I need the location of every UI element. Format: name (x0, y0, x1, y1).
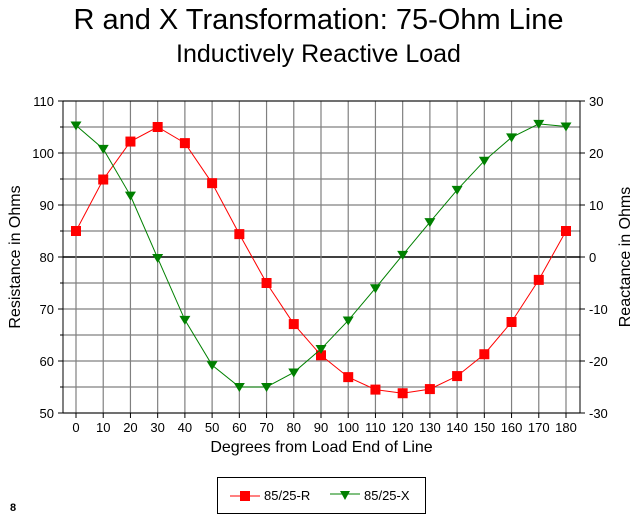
y-tick-label: 80 (40, 250, 54, 265)
data-point-square (179, 138, 190, 149)
data-point-triangle (560, 122, 572, 132)
data-point-square (533, 274, 544, 285)
x-tick-label: 60 (232, 420, 246, 435)
data-point-square (424, 384, 435, 395)
data-point-triangle (70, 121, 82, 131)
x-tick-label: 110 (365, 420, 386, 435)
x-tick-label: 80 (287, 420, 301, 435)
x-tick-label: 100 (337, 420, 359, 435)
page-number: 8 (10, 502, 17, 514)
data-point-square (479, 349, 490, 360)
data-point-square (98, 174, 109, 185)
x-tick-label: 10 (96, 420, 110, 435)
data-point-square (506, 317, 517, 327)
data-point-triangle (369, 284, 381, 294)
x-tick-label: 150 (473, 420, 495, 435)
data-point-triangle (179, 315, 191, 325)
y-tick-label: 60 (40, 354, 54, 369)
legend-triangle-marker-icon (330, 490, 360, 500)
x-tick-label: 180 (555, 420, 577, 435)
y-tick-label: 70 (40, 302, 54, 317)
x-tick-label: 140 (446, 420, 468, 435)
y2-tick-label: 10 (589, 198, 603, 213)
x-tick-label: 50 (205, 420, 219, 435)
data-point-triangle (451, 185, 463, 195)
data-point-triangle (506, 133, 518, 143)
x-tick-label: 0 (72, 420, 79, 435)
data-point-square (261, 278, 272, 288)
legend-label: 85/25-R (264, 488, 311, 503)
data-point-triangle (478, 156, 490, 166)
chart-subtitle: Inductively Reactive Load (176, 40, 461, 68)
data-point-square (452, 371, 463, 382)
chart-title: R and X Transformation: 75-Ohm Line (73, 4, 564, 36)
data-point-triangle (206, 361, 218, 371)
data-point-triangle (342, 316, 354, 326)
x-axis-label: Degrees from Load End of Line (210, 439, 432, 456)
y-axis-label: Resistance in Ohms (7, 185, 24, 328)
data-point-triangle (288, 368, 300, 378)
x-tick-label: 120 (392, 420, 414, 435)
data-point-triangle (97, 144, 109, 154)
data-point-triangle (315, 345, 327, 355)
y2-tick-label: 20 (589, 146, 603, 161)
data-point-square (343, 372, 354, 383)
data-point-triangle (124, 191, 136, 201)
y2-axis-label: Reactance in Ohms (617, 187, 634, 328)
y2-tick-label: -20 (589, 354, 608, 369)
data-point-triangle (424, 218, 436, 228)
data-point-square (152, 122, 163, 132)
y2-tick-label: -30 (589, 406, 608, 421)
data-point-square (288, 319, 299, 330)
data-point-triangle (152, 254, 164, 264)
legend-label: 85/25-X (364, 488, 410, 503)
data-point-square (234, 229, 245, 240)
x-tick-label: 30 (150, 420, 164, 435)
data-point-triangle (261, 383, 273, 392)
x-tick-label: 40 (178, 420, 192, 435)
data-point-triangle (533, 119, 545, 129)
legend-item-x: 85/25-X (330, 488, 410, 503)
y-tick-label: 90 (40, 198, 54, 213)
x-tick-label: 170 (528, 420, 550, 435)
y2-tick-label: -10 (589, 302, 608, 317)
y2-tick-label: 30 (589, 94, 603, 109)
legend-square-marker-icon (230, 490, 260, 501)
data-point-square (370, 384, 381, 395)
legend-item-r: 85/25-R (230, 488, 310, 503)
data-point-triangle (397, 250, 409, 260)
y-tick-label: 110 (33, 94, 54, 109)
data-point-square (125, 136, 136, 147)
data-point-square (207, 178, 218, 189)
x-tick-label: 130 (419, 420, 441, 435)
data-point-square (71, 226, 81, 236)
legend: 85/25-R 85/25-X (217, 477, 426, 514)
y-tick-label: 50 (40, 406, 54, 421)
data-point-square (561, 226, 571, 236)
data-point-square (316, 350, 326, 361)
data-point-triangle (233, 383, 245, 392)
data-point-square (397, 388, 408, 399)
y2-tick-label: 0 (589, 250, 596, 265)
x-tick-label: 70 (259, 420, 273, 435)
x-tick-label: 160 (501, 420, 523, 435)
x-tick-label: 20 (123, 420, 137, 435)
x-tick-label: 90 (314, 420, 328, 435)
y-tick-label: 100 (32, 146, 54, 161)
